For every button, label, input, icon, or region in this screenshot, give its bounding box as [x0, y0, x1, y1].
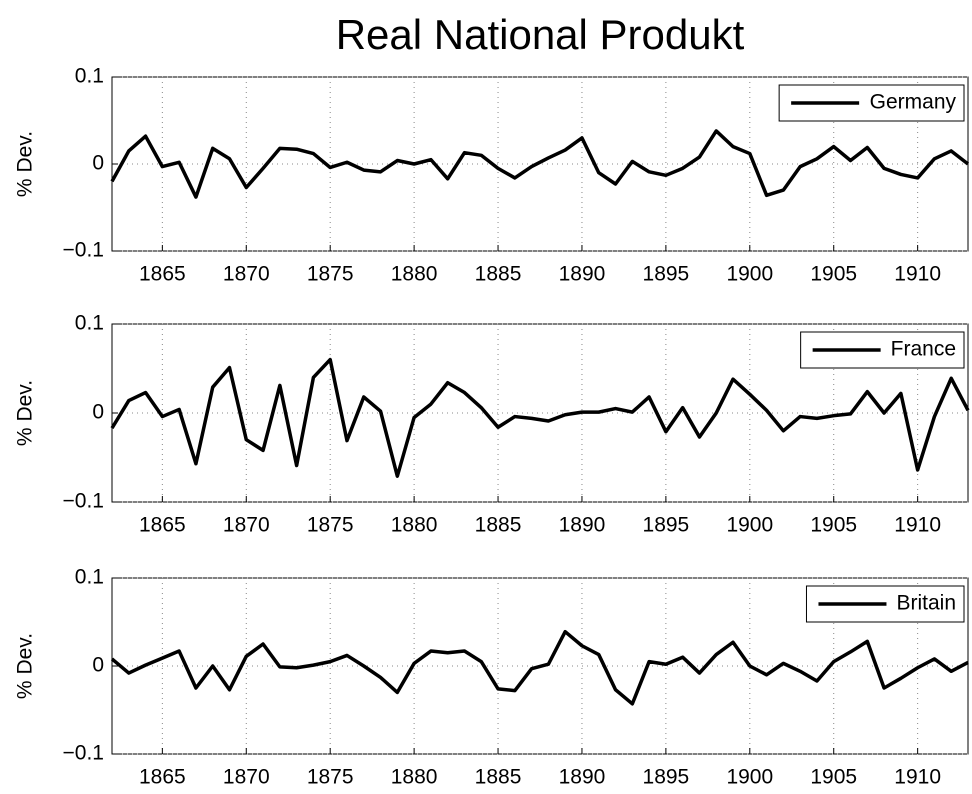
y-tick-label: 0.1: [75, 65, 104, 88]
data-line: [110, 129, 970, 199]
y-tick-label: −0.1: [63, 239, 104, 262]
x-tick-label: 1900: [726, 263, 773, 286]
x-tick-label: 1865: [139, 766, 186, 789]
y-tick-label: 0: [92, 654, 104, 677]
x-tick-label: 1885: [475, 766, 522, 789]
legend-label: Britain: [896, 592, 956, 615]
x-tick-label: 1910: [894, 766, 941, 789]
x-tick-label: 1875: [307, 263, 354, 286]
y-tick-label: 0: [92, 152, 104, 175]
x-tick-label: 1910: [894, 514, 941, 537]
legend-label: Germany: [870, 91, 957, 114]
y-tick-label: 0.1: [75, 312, 104, 335]
y-axis-label: % Dev.: [14, 633, 37, 699]
x-tick-label: 1865: [139, 514, 186, 537]
y-tick-label: 0: [92, 401, 104, 424]
x-tick-label: 1870: [223, 766, 270, 789]
y-axis-label: % Dev.: [14, 380, 37, 446]
y-tick-label: −0.1: [63, 490, 104, 513]
x-tick-label: 1895: [643, 766, 690, 789]
y-tick-label: 0.1: [75, 566, 104, 589]
x-tick-label: 1875: [307, 514, 354, 537]
x-tick-label: 1885: [475, 514, 522, 537]
x-tick-label: 1890: [559, 766, 606, 789]
x-tick-label: 1890: [559, 514, 606, 537]
x-tick-label: 1910: [894, 263, 941, 286]
x-tick-label: 1870: [223, 263, 270, 286]
x-tick-label: 1875: [307, 766, 354, 789]
x-tick-label: 1895: [643, 514, 690, 537]
x-tick-label: 1865: [139, 263, 186, 286]
legend-label: France: [891, 338, 956, 361]
legend-box: [778, 84, 965, 122]
y-tick-label: −0.1: [63, 742, 104, 765]
x-tick-label: 1880: [391, 263, 438, 286]
x-tick-label: 1895: [643, 263, 690, 286]
x-tick-label: 1870: [223, 514, 270, 537]
x-tick-label: 1905: [810, 766, 857, 789]
chart-title: Real National Produkt: [336, 11, 745, 58]
x-tick-label: 1880: [391, 514, 438, 537]
x-tick-label: 1905: [810, 514, 857, 537]
x-tick-label: 1905: [810, 263, 857, 286]
x-tick-label: 1900: [726, 766, 773, 789]
y-axis-label: % Dev.: [14, 131, 37, 197]
x-tick-label: 1900: [726, 514, 773, 537]
x-tick-label: 1885: [475, 263, 522, 286]
data-line: [110, 357, 970, 478]
data-line: [110, 629, 969, 706]
x-tick-label: 1880: [391, 766, 438, 789]
x-tick-label: 1890: [559, 263, 606, 286]
